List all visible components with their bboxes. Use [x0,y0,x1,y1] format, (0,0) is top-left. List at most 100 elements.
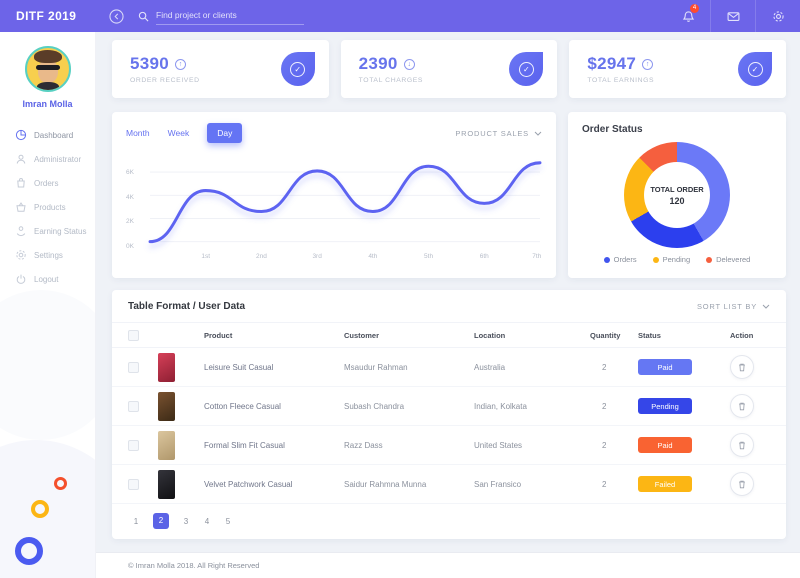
column-header-action[interactable]: Action [730,330,754,340]
column-header-location[interactable]: Location [474,330,506,340]
stats-row: 5390 ↑ ORDER RECEIVED ✓ 2390 ↓ TOTAL CHA… [112,40,787,98]
legend-label: Delevered [716,255,751,264]
x-axis-tick: 1st [201,253,211,260]
column-header-customer[interactable]: Customer [344,330,380,340]
legend-item-delevered: Delevered [706,255,750,264]
product-sales-dropdown[interactable]: PRODUCT SALES [455,129,542,138]
delete-button[interactable] [730,433,754,457]
status-badge[interactable]: Failed [638,476,692,492]
status-badge[interactable]: Pending [638,398,692,414]
product-sales-card: Month Week Day PRODUCT SALES 6K 4K 2K 0K [112,112,556,278]
user-data-table-card: Table Format / User Data SORT LIST BY Pr… [112,290,786,539]
order-status-title: Order Status [582,124,643,135]
stat-value: 2390 [358,54,398,73]
x-axis-tick: 3rd [312,253,322,260]
check-circle-icon: ✓ [747,61,763,77]
product-image [158,469,175,499]
sidebar-item-dashboard[interactable]: Dashboard [0,123,95,147]
quantity: 2 [602,401,607,411]
page-button-3[interactable]: 3 [183,516,189,526]
sidebar-item-products[interactable]: Products [0,195,95,219]
customer-name: Razz Dass [344,440,383,450]
status-badge[interactable]: Paid [638,359,692,375]
product-name: Velvet Patchwork Casual [204,479,293,489]
legend-dot [706,256,713,263]
decorative-ring-red [54,477,67,490]
row-checkbox[interactable] [128,361,139,373]
page-button-1[interactable]: 1 [133,516,139,526]
page-button-5[interactable]: 5 [225,516,231,526]
stat-badge: ✓ [280,52,315,86]
table-row: Formal Slim Fit Casual Razz Dass United … [112,426,786,465]
sidebar-item-label: Settings [34,250,63,260]
row-checkbox[interactable] [128,439,139,451]
delete-button[interactable] [730,394,754,418]
trash-icon [739,480,745,488]
top-navbar: DITF 2019 4 [0,0,800,32]
trend-up-icon: ↑ [642,58,654,70]
product-name: Formal Slim Fit Casual [204,440,285,450]
check-circle-icon: ✓ [290,61,306,77]
select-all-checkbox[interactable] [128,329,139,341]
column-header-quantity[interactable]: Quantity [590,330,621,340]
delete-button[interactable] [730,355,754,379]
line-chart-svg [148,161,542,244]
sidebar-item-settings[interactable]: Settings [0,243,95,267]
sidebar-item-label: Earning Status [34,226,87,236]
location: Australia [474,362,506,372]
main-content: 5390 ↑ ORDER RECEIVED ✓ 2390 ↓ TOTAL CHA… [96,32,800,552]
stat-label: TOTAL CHARGES [358,77,423,84]
y-axis-tick: 6K [126,169,134,176]
stat-card-orders-received: 5390 ↑ ORDER RECEIVED ✓ [112,40,329,98]
trash-icon [739,363,745,371]
sort-list-dropdown[interactable]: SORT LIST BY [697,302,770,311]
tab-day[interactable]: Day [207,123,243,143]
legend-dot [603,256,610,263]
x-axis-tick: 7th [532,253,542,260]
dropdown-label: PRODUCT SALES [455,128,529,138]
column-header-status[interactable]: Status [638,330,661,340]
avatar-hair [33,50,62,63]
pagination: 1 2 3 4 5 [112,504,786,539]
decorative-ring-yellow [31,500,49,518]
settings-button[interactable] [756,0,800,32]
customer-name: Msaudur Rahman [344,362,408,372]
notifications-button[interactable]: 4 [666,0,710,32]
status-badge[interactable]: Paid [638,437,692,453]
y-axis-tick: 2K [126,218,134,225]
brand-logo[interactable]: DITF 2019 [16,9,77,23]
location: San Fransico [474,479,522,489]
location: United States [474,440,523,450]
sidebar-item-label: Logout [34,274,59,284]
y-axis-tick: 0K [126,243,134,250]
navbar-left [108,7,304,25]
stat-badge: ✓ [509,52,544,86]
page-button-4[interactable]: 4 [204,516,210,526]
chevron-down-icon [762,304,770,309]
stat-card-total-earnings: $2947 ↑ TOTAL EARNINGS ✓ [569,40,787,98]
sidebar-item-orders[interactable]: Orders [0,171,95,195]
sidebar-item-administrator[interactable]: Administrator [0,147,95,171]
tab-week[interactable]: Week [167,128,190,138]
power-icon [15,273,27,285]
sales-line-chart: 6K 4K 2K 0K 1st 2nd [126,151,542,265]
trash-icon [739,402,745,410]
donut-center-label: TOTAL ORDER [650,184,704,194]
sidebar-toggle-button[interactable] [108,8,124,24]
user-avatar[interactable] [24,46,71,92]
chart-tabs: Month Week Day PRODUCT SALES [126,123,542,143]
table-header-row: Product Customer Location Quantity Statu… [112,322,786,348]
sidebar-item-label: Products [34,202,66,212]
column-header-product[interactable]: Product [204,330,233,340]
row-checkbox[interactable] [128,478,139,490]
messages-button[interactable] [711,0,755,32]
page-button-2[interactable]: 2 [153,513,169,529]
sidebar-item-logout[interactable]: Logout [0,267,95,291]
row-checkbox[interactable] [128,400,139,412]
tab-month[interactable]: Month [126,128,150,138]
trend-down-icon: ↓ [403,58,415,70]
user-name: Imran Molla [22,99,73,109]
sidebar-item-earning-status[interactable]: Earning Status [0,219,95,243]
search-input[interactable] [156,7,304,25]
delete-button[interactable] [730,472,754,496]
